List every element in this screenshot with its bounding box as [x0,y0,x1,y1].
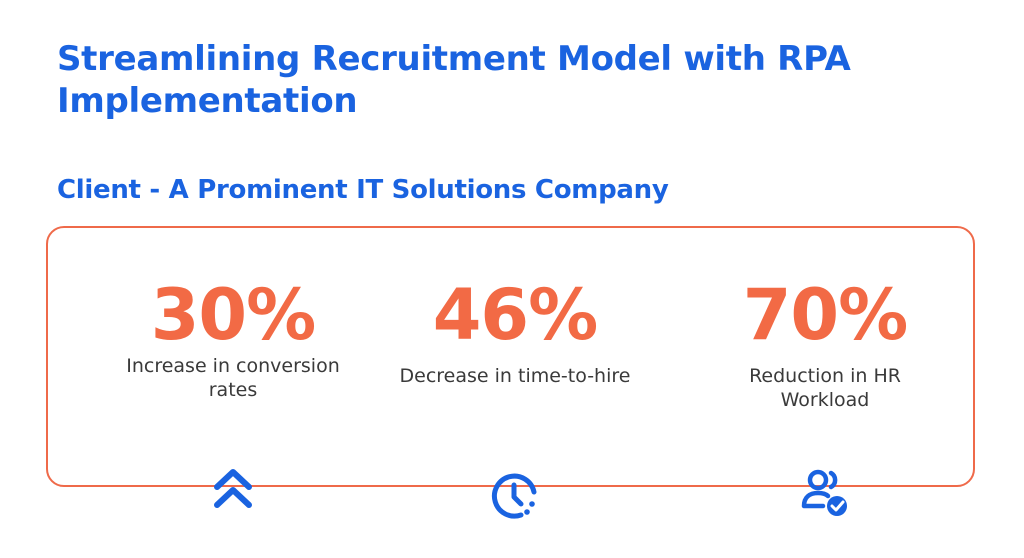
stat-value: 46% [432,274,599,356]
stat-hr-workload: 70% Reduction in HR Workload [685,274,965,516]
stat-description: Reduction in HR Workload [749,365,901,411]
stat-conversion: 30% Increase in conversion rates [93,274,373,508]
users-check-icon [798,466,852,520]
stat-description: Increase in conversion rates [126,355,340,401]
stat-description: Decrease in time-to-hire [399,365,631,387]
stat-value: 30% [150,274,317,356]
page-title: Streamlining Recruitment Model with RPA … [57,39,851,121]
stats-card: 30% Increase in conversion rates 46% Dec… [46,226,975,519]
client-subtitle: Client - A Prominent IT Solutions Compan… [57,175,669,205]
stat-time-to-hire: 46% Decrease in time-to-hire [375,274,655,519]
clock-icon [488,469,542,523]
double-chevron-up-icon [206,462,260,516]
stat-value: 70% [742,274,909,356]
